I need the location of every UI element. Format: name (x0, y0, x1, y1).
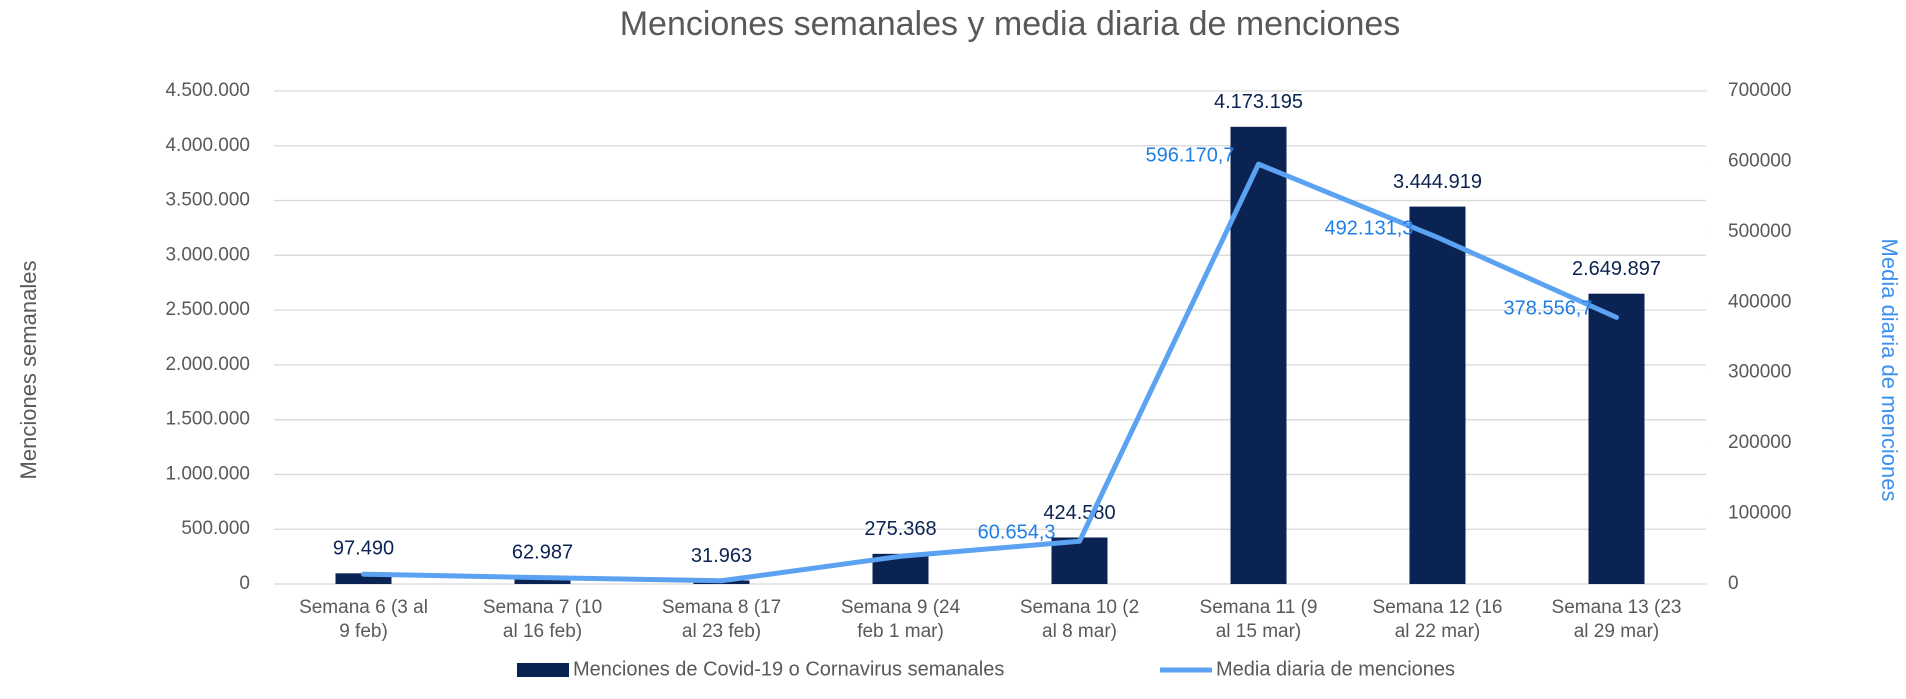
x-tick-label: Semana 8 (17 al 23 feb) (661, 597, 782, 642)
bar-value-label: 62.987 (512, 541, 573, 563)
x-tick-label: Semana 7 (10 al 16 feb) (482, 597, 603, 642)
y-tick-label: 4.000.000 (165, 135, 250, 156)
line-value-label: 492.131,3 (1325, 218, 1414, 240)
bar (1588, 293, 1645, 584)
bar (335, 573, 392, 584)
bar (514, 577, 571, 584)
line-value-label: 596.170,7 (1146, 144, 1235, 166)
y2-tick-label: 300000 (1728, 362, 1791, 383)
y-tick-label: 500.000 (181, 518, 250, 539)
y2-tick-label: 500000 (1728, 221, 1791, 242)
x-tick-label: Semana 10 (2 al 8 mar) (1019, 597, 1140, 642)
bar-value-label: 2.649.897 (1572, 258, 1661, 280)
bar-value-label: 31.963 (691, 545, 752, 567)
y2-tick-label: 0 (1728, 573, 1739, 594)
y2-tick-label: 600000 (1728, 150, 1791, 171)
y-tick-label: 3.500.000 (165, 190, 250, 211)
y-tick-label: 4.500.000 (165, 80, 250, 101)
y2-axis-label: Media diaria de menciones (1877, 239, 1902, 502)
chart-title: Menciones semanales y media diaria de me… (620, 5, 1401, 43)
x-tick-label: Semana 12 (16 al 22 mar) (1372, 597, 1503, 642)
y-tick-label: 2.500.000 (165, 299, 250, 320)
legend-label: Menciones de Covid-19 o Cornavirus seman… (573, 658, 1004, 680)
x-tick-label: Semana 11 (9 al 15 mar) (1199, 597, 1318, 642)
x-tick-label: Semana 6 (3 al 9 feb) (299, 597, 428, 642)
y2-tick-label: 700000 (1728, 80, 1791, 101)
y-tick-label: 1.500.000 (165, 409, 250, 430)
y-tick-label: 1.000.000 (165, 463, 250, 484)
bar-value-label: 424.580 (1043, 502, 1115, 524)
bar-value-label: 4.173.195 (1214, 91, 1303, 113)
x-tick-label: Semana 13 (23 al 29 mar) (1551, 597, 1682, 642)
y2-tick-label: 100000 (1728, 503, 1791, 524)
bar (1230, 126, 1287, 584)
x-tick-label: Semana 9 (24 feb 1 mar) (840, 597, 961, 642)
line-value-label: 60.654,3 (978, 522, 1056, 544)
y-tick-label: 0 (239, 573, 250, 594)
line (361, 161, 1619, 584)
y2-tick-label: 200000 (1728, 432, 1791, 453)
bar-value-label: 3.444.919 (1393, 171, 1482, 193)
bar (1409, 206, 1466, 585)
bar-value-label: 97.490 (333, 538, 394, 560)
bar-value-label: 275.368 (864, 518, 936, 540)
legend-label: Media diaria de menciones (1216, 658, 1455, 680)
y-tick-label: 2.000.000 (165, 354, 250, 375)
legend-swatch (517, 663, 569, 677)
line-value-label: 378.556,7 (1504, 298, 1593, 320)
y-tick-label: 3.000.000 (165, 244, 250, 265)
y2-tick-label: 400000 (1728, 291, 1791, 312)
y-axis-label: Menciones semanales (16, 261, 41, 480)
